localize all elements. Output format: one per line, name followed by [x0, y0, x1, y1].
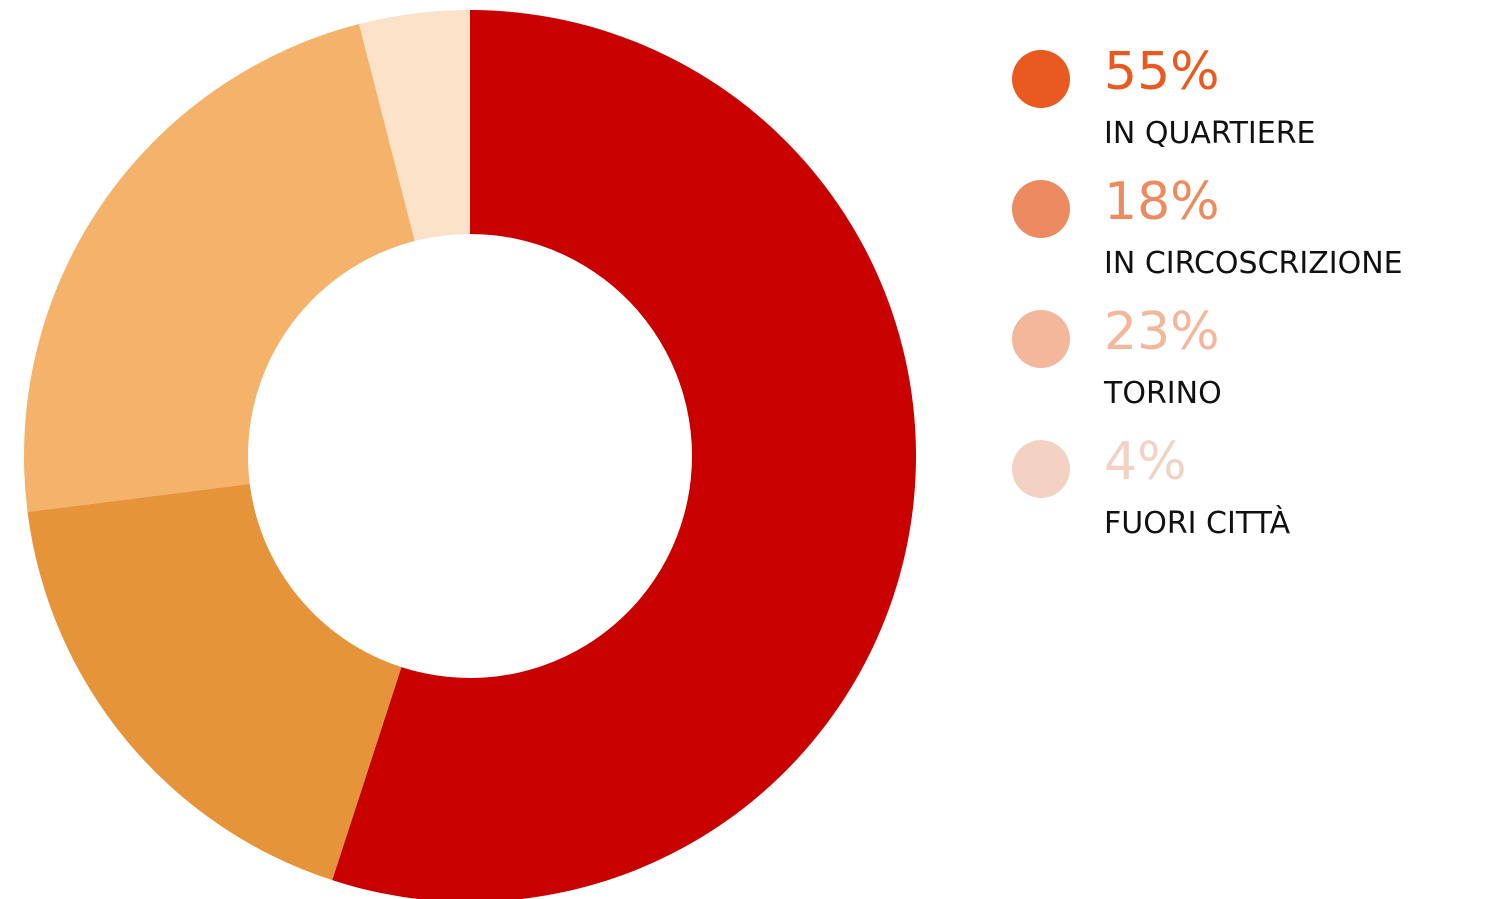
legend-item-fuori-citta: 4% FUORI CITTÀ	[1012, 432, 1492, 568]
legend-item-in-quartiere: 55% IN QUARTIERE	[1012, 42, 1492, 178]
legend-swatch	[1012, 50, 1070, 108]
legend-label: TORINO	[1104, 376, 1222, 411]
legend-swatch	[1012, 440, 1070, 498]
donut-slice-in-circoscrizione	[27, 483, 402, 881]
legend-label: IN CIRCOSCRIZIONE	[1104, 246, 1403, 281]
legend-swatch	[1012, 310, 1070, 368]
donut-chart	[23, 10, 917, 899]
legend-swatch	[1012, 180, 1070, 238]
donut-slice-torino	[23, 24, 415, 512]
legend-percentage: 55%	[1104, 42, 1220, 102]
legend-percentage: 4%	[1104, 432, 1187, 492]
legend-label: IN QUARTIERE	[1104, 116, 1316, 151]
legend-percentage: 18%	[1104, 172, 1220, 232]
legend-percentage: 23%	[1104, 302, 1220, 362]
legend-item-torino: 23% TORINO	[1012, 302, 1492, 438]
donut-slice-in-quartiere	[332, 10, 917, 899]
legend-item-in-circoscrizione: 18% IN CIRCOSCRIZIONE	[1012, 172, 1492, 308]
donut-slice-fuori-citt	[359, 10, 470, 241]
legend: 55% IN QUARTIERE 18% IN CIRCOSCRIZIONE 2…	[1012, 42, 1492, 568]
legend-label: FUORI CITTÀ	[1104, 506, 1291, 541]
